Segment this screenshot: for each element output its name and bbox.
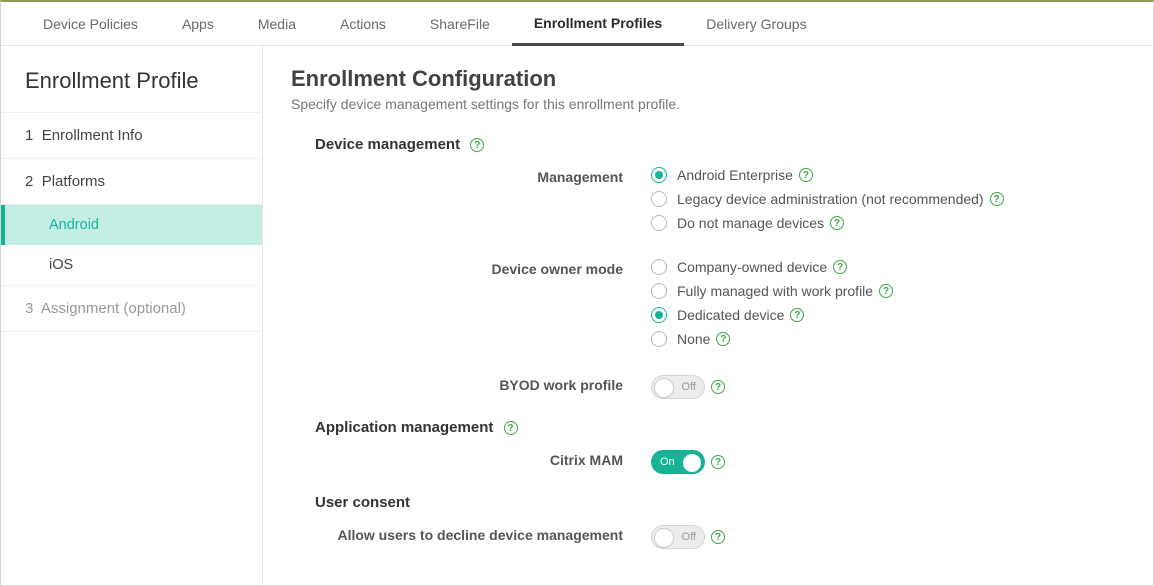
help-icon[interactable]: ? [711, 530, 725, 544]
step-enrollment-info[interactable]: 1 Enrollment Info [1, 112, 262, 158]
help-icon[interactable]: ? [711, 455, 725, 469]
control-citrix-mam: On ? [651, 450, 1125, 474]
row-citrix-mam: Citrix MAM On ? [291, 450, 1125, 474]
label-allow-decline: Allow users to decline device management [291, 525, 651, 543]
step-num: 3 [25, 300, 33, 317]
step-platforms[interactable]: 2 Platforms [1, 158, 262, 204]
section-label: User consent [315, 494, 410, 511]
tab-enrollment-profiles[interactable]: Enrollment Profiles [512, 2, 684, 46]
help-icon[interactable]: ? [833, 260, 847, 274]
radio-label: Do not manage devices [677, 215, 824, 231]
row-allow-decline: Allow users to decline device management… [291, 525, 1125, 549]
radio-legacy-admin[interactable]: Legacy device administration (not recomm… [651, 191, 1125, 207]
step-num: 2 [25, 173, 33, 190]
radio-icon [651, 215, 667, 231]
radio-label: Company-owned device [677, 259, 827, 275]
tab-device-policies[interactable]: Device Policies [21, 2, 160, 46]
help-icon[interactable]: ? [799, 168, 813, 182]
step-label: Enrollment Info [42, 127, 143, 144]
toggle-byod[interactable]: Off [651, 375, 705, 399]
radio-icon [651, 307, 667, 323]
help-icon[interactable]: ? [830, 216, 844, 230]
radio-company-owned[interactable]: Company-owned device ? [651, 259, 1125, 275]
tab-delivery-groups[interactable]: Delivery Groups [684, 2, 828, 46]
substep-android[interactable]: Android [1, 205, 262, 245]
substep-ios[interactable]: iOS [1, 245, 262, 285]
section-app-management: Application management ? [315, 419, 1125, 436]
sidebar: Enrollment Profile 1 Enrollment Info 2 P… [1, 46, 263, 585]
radio-icon [651, 167, 667, 183]
radio-label: Fully managed with work profile [677, 283, 873, 299]
main-content: Enrollment Configuration Specify device … [263, 46, 1153, 585]
radio-icon [651, 259, 667, 275]
tab-media[interactable]: Media [236, 2, 318, 46]
control-management: Android Enterprise ? Legacy device admin… [651, 167, 1125, 239]
help-icon[interactable]: ? [990, 192, 1004, 206]
help-icon[interactable]: ? [470, 138, 484, 152]
toggle-citrix-mam[interactable]: On [651, 450, 705, 474]
radio-fully-managed[interactable]: Fully managed with work profile ? [651, 283, 1125, 299]
radio-dedicated-device[interactable]: Dedicated device ? [651, 307, 1125, 323]
help-icon[interactable]: ? [790, 308, 804, 322]
label-citrix-mam: Citrix MAM [291, 450, 651, 468]
tab-sharefile[interactable]: ShareFile [408, 2, 512, 46]
section-device-management: Device management ? [315, 136, 1125, 153]
section-label: Application management [315, 419, 493, 436]
radio-icon [651, 191, 667, 207]
section-label: Device management [315, 136, 460, 153]
tab-apps[interactable]: Apps [160, 2, 236, 46]
row-management: Management Android Enterprise ? Legacy d… [291, 167, 1125, 239]
step-label: Platforms [42, 173, 105, 190]
radio-icon [651, 331, 667, 347]
help-icon[interactable]: ? [879, 284, 893, 298]
page-subtitle: Specify device management settings for t… [291, 96, 1125, 112]
radio-icon [651, 283, 667, 299]
substep-group-platforms: Android iOS [1, 204, 262, 285]
control-owner-mode: Company-owned device ? Fully managed wit… [651, 259, 1125, 355]
help-icon[interactable]: ? [504, 421, 518, 435]
top-nav: Device Policies Apps Media Actions Share… [1, 2, 1153, 46]
step-label: Assignment (optional) [41, 300, 186, 317]
label-management: Management [291, 167, 651, 185]
control-byod: Off ? [651, 375, 1125, 399]
radio-android-enterprise[interactable]: Android Enterprise ? [651, 167, 1125, 183]
radio-label: Legacy device administration (not recomm… [677, 191, 984, 207]
row-owner-mode: Device owner mode Company-owned device ?… [291, 259, 1125, 355]
radio-label: None [677, 331, 710, 347]
toggle-allow-decline[interactable]: Off [651, 525, 705, 549]
tab-actions[interactable]: Actions [318, 2, 408, 46]
label-byod: BYOD work profile [291, 375, 651, 393]
page-title: Enrollment Configuration [291, 66, 1125, 92]
control-allow-decline: Off ? [651, 525, 1125, 549]
radio-do-not-manage[interactable]: Do not manage devices ? [651, 215, 1125, 231]
radio-label: Dedicated device [677, 307, 784, 323]
section-user-consent: User consent [315, 494, 1125, 511]
row-byod: BYOD work profile Off ? [291, 375, 1125, 399]
step-num: 1 [25, 127, 33, 144]
label-owner-mode: Device owner mode [291, 259, 651, 277]
sidebar-title: Enrollment Profile [1, 46, 262, 112]
radio-none[interactable]: None ? [651, 331, 1125, 347]
step-assignment[interactable]: 3 Assignment (optional) [1, 285, 262, 332]
help-icon[interactable]: ? [711, 380, 725, 394]
help-icon[interactable]: ? [716, 332, 730, 346]
radio-label: Android Enterprise [677, 167, 793, 183]
